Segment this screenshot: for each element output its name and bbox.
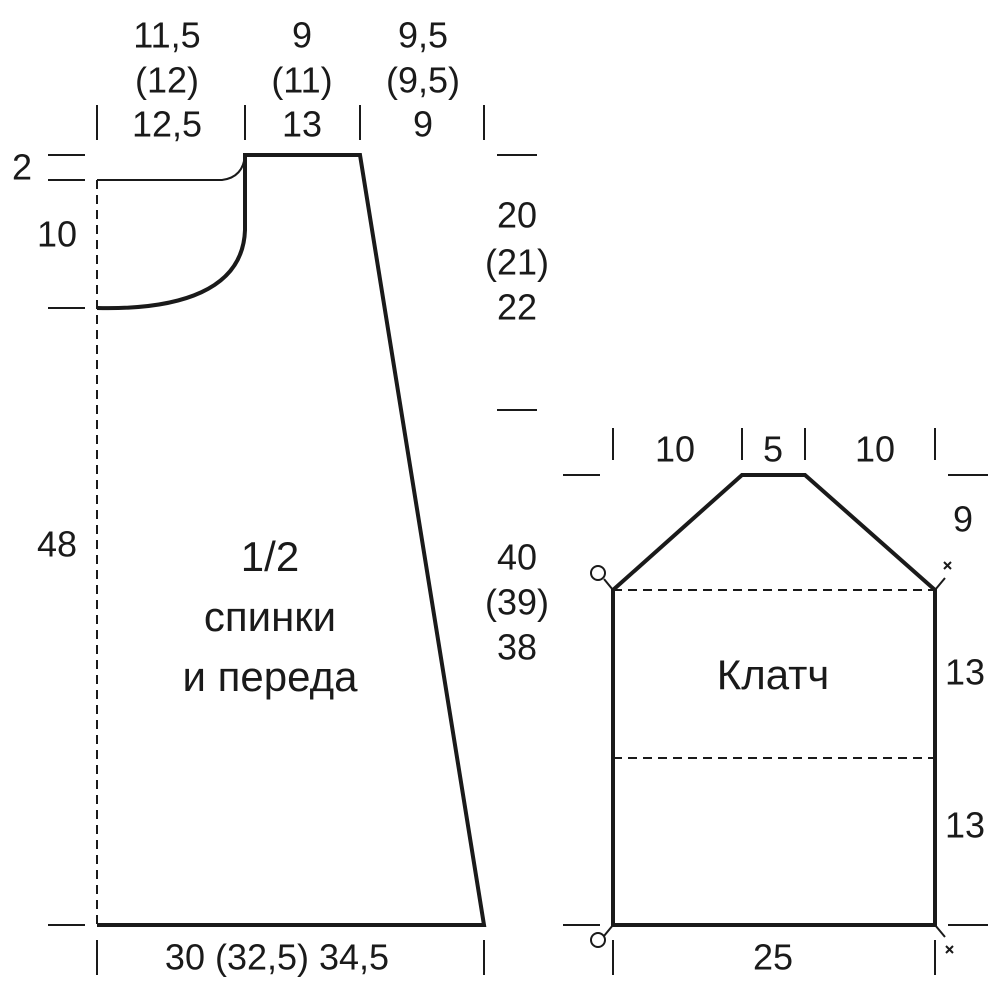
label: (39): [485, 582, 549, 623]
label: и переда: [183, 653, 359, 700]
label: (12): [135, 60, 199, 101]
label: 10: [855, 429, 895, 470]
label: 1/2: [241, 533, 299, 580]
label: 9,5: [398, 15, 448, 56]
label: 13: [282, 104, 322, 145]
label: 25: [753, 937, 793, 978]
label: 13: [945, 805, 985, 846]
label: 38: [497, 627, 537, 668]
label: 9: [413, 104, 433, 145]
label: 10: [655, 429, 695, 470]
label: Клатч: [717, 651, 830, 698]
label: 22: [497, 287, 537, 328]
label: 48: [37, 524, 77, 565]
label: 9: [953, 499, 973, 540]
label: 30 (32,5) 34,5: [165, 937, 389, 978]
label: 5: [763, 429, 783, 470]
clutch-piece: [590, 473, 954, 954]
label: (9,5): [386, 60, 460, 101]
label: 10: [37, 214, 77, 255]
label: (11): [271, 60, 332, 101]
label: 40: [497, 537, 537, 578]
label: 9: [292, 15, 312, 56]
label: 2: [12, 147, 32, 188]
dress-piece: [96, 153, 487, 927]
label: 12,5: [132, 104, 202, 145]
label: 13: [945, 652, 985, 693]
ticks: [48, 105, 988, 975]
label: 11,5: [133, 15, 200, 56]
label: 20: [497, 195, 537, 236]
label: спинки: [204, 593, 336, 640]
label: (21): [485, 242, 549, 283]
